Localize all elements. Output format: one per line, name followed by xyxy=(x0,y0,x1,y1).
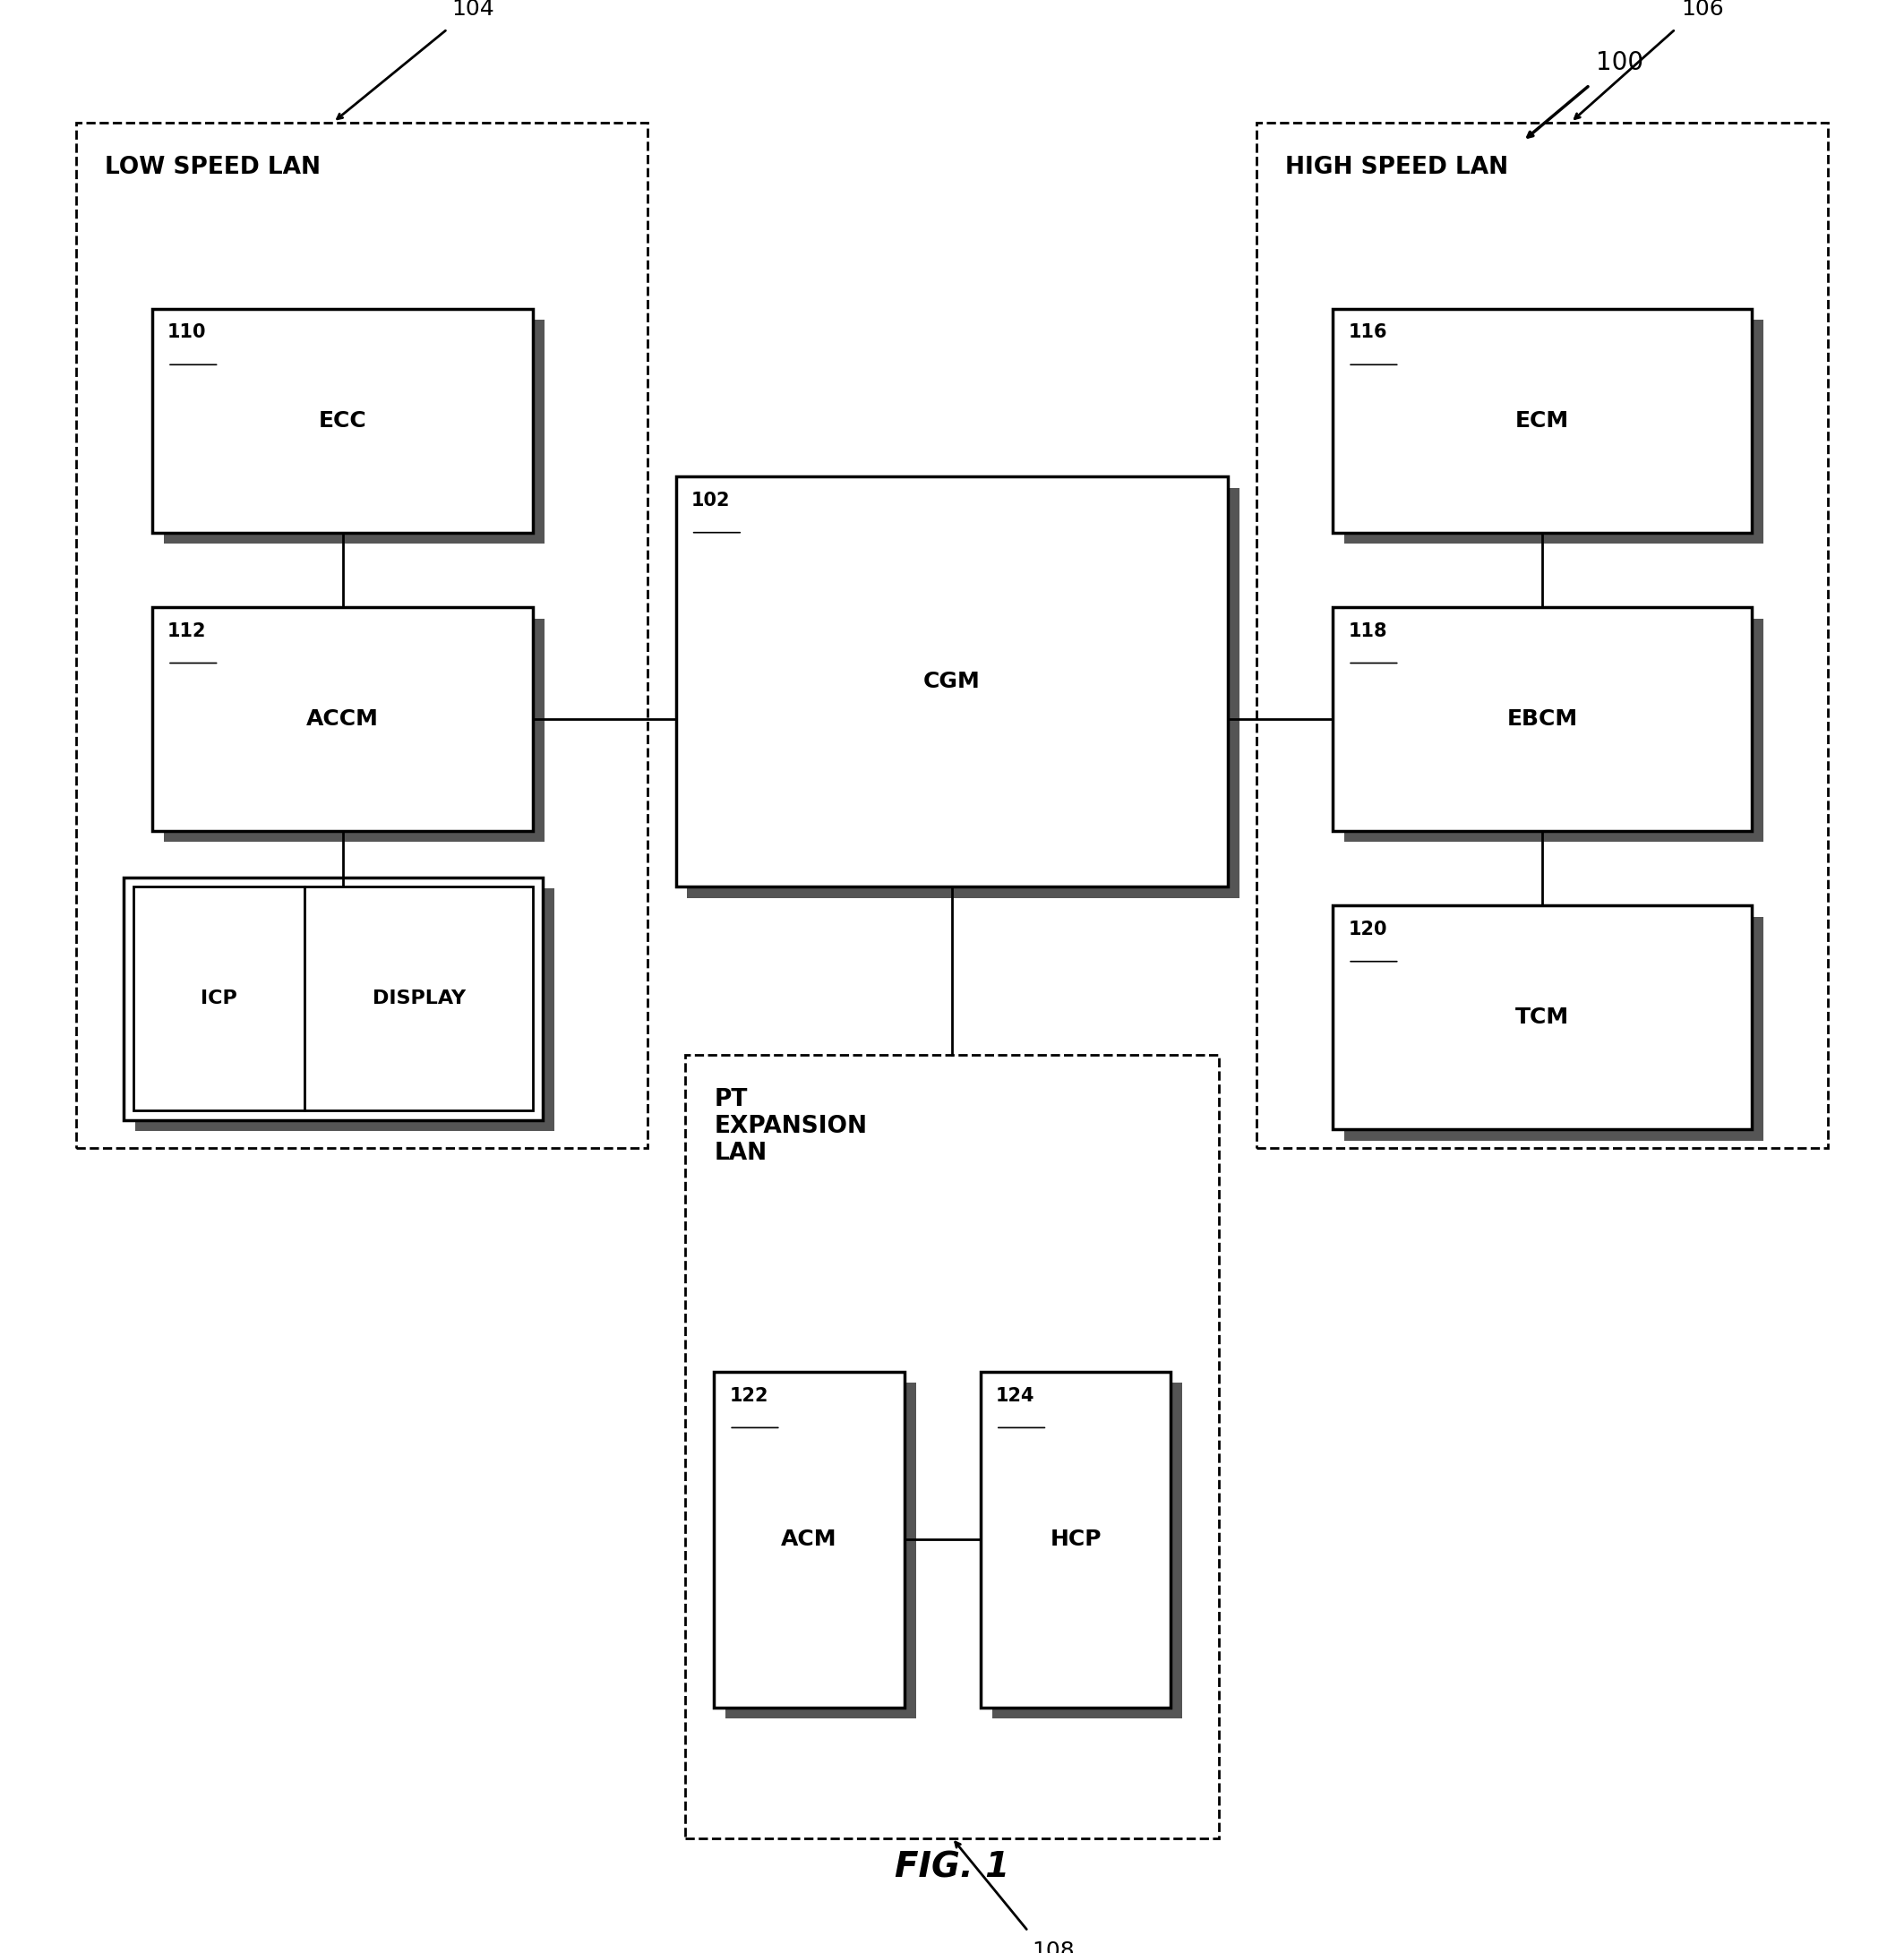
FancyBboxPatch shape xyxy=(152,309,533,533)
FancyBboxPatch shape xyxy=(1333,906,1752,1129)
Text: 112: 112 xyxy=(168,623,206,641)
FancyBboxPatch shape xyxy=(676,477,1228,887)
Text: ECM: ECM xyxy=(1516,410,1569,432)
Text: HIGH SPEED LAN: HIGH SPEED LAN xyxy=(1285,156,1508,180)
FancyBboxPatch shape xyxy=(1344,916,1763,1141)
Text: DISPLAY: DISPLAY xyxy=(373,990,465,1008)
FancyBboxPatch shape xyxy=(1333,607,1752,830)
Text: TCM: TCM xyxy=(1516,1006,1569,1027)
FancyBboxPatch shape xyxy=(305,887,533,1111)
Text: CGM: CGM xyxy=(923,672,981,693)
Text: 108: 108 xyxy=(1032,1941,1074,1953)
FancyBboxPatch shape xyxy=(1344,619,1763,842)
Text: 102: 102 xyxy=(691,492,729,510)
FancyBboxPatch shape xyxy=(725,1383,916,1719)
Text: 120: 120 xyxy=(1348,920,1386,937)
FancyBboxPatch shape xyxy=(135,889,554,1131)
Text: 116: 116 xyxy=(1348,324,1386,342)
Text: ICP: ICP xyxy=(200,990,238,1008)
FancyBboxPatch shape xyxy=(124,877,543,1119)
FancyBboxPatch shape xyxy=(152,607,533,830)
FancyBboxPatch shape xyxy=(133,887,305,1111)
FancyBboxPatch shape xyxy=(1333,309,1752,533)
Text: 106: 106 xyxy=(1681,0,1723,20)
Text: 110: 110 xyxy=(168,324,206,342)
FancyBboxPatch shape xyxy=(714,1371,904,1707)
FancyBboxPatch shape xyxy=(1344,320,1763,543)
Text: ACM: ACM xyxy=(781,1529,838,1551)
Text: ACCM: ACCM xyxy=(307,709,379,730)
Text: 104: 104 xyxy=(451,0,493,20)
Text: HCP: HCP xyxy=(1049,1529,1102,1551)
Text: PT
EXPANSION
LAN: PT EXPANSION LAN xyxy=(714,1088,866,1166)
Text: 100: 100 xyxy=(1596,51,1643,76)
FancyBboxPatch shape xyxy=(164,619,545,842)
Text: LOW SPEED LAN: LOW SPEED LAN xyxy=(105,156,320,180)
FancyBboxPatch shape xyxy=(687,488,1240,898)
Text: FIG. 1: FIG. 1 xyxy=(895,1851,1009,1885)
Text: 122: 122 xyxy=(729,1387,767,1404)
FancyBboxPatch shape xyxy=(992,1383,1182,1719)
FancyBboxPatch shape xyxy=(164,320,545,543)
Text: 114: 114 xyxy=(139,893,181,910)
Text: ECC: ECC xyxy=(318,410,367,432)
Text: EBCM: EBCM xyxy=(1506,709,1578,730)
FancyBboxPatch shape xyxy=(981,1371,1171,1707)
Text: 118: 118 xyxy=(1348,623,1386,641)
Text: 124: 124 xyxy=(996,1387,1034,1404)
